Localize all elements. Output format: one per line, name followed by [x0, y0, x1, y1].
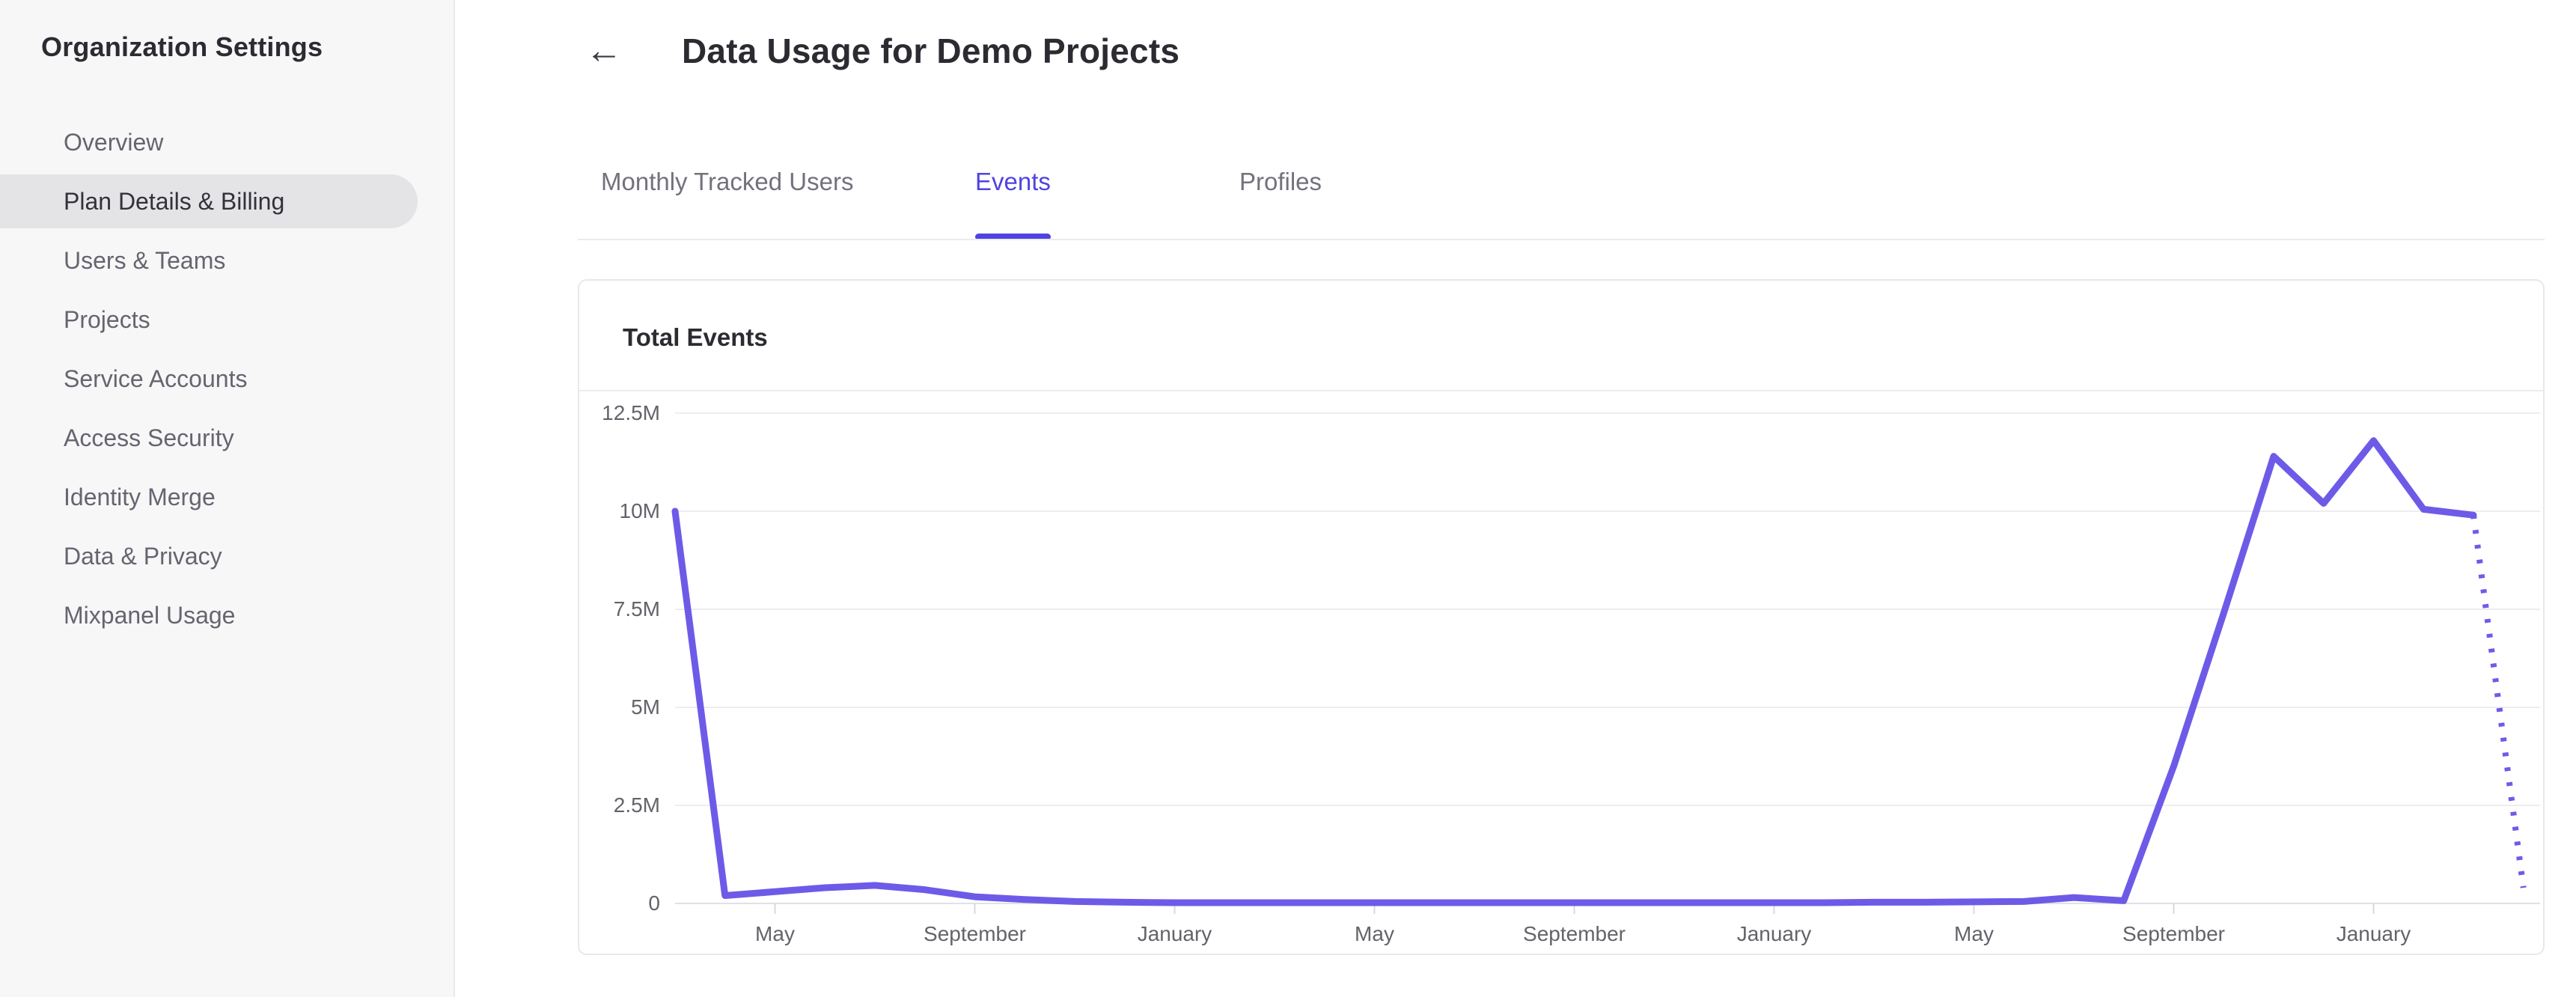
x-axis-label: September: [2122, 922, 2225, 945]
sidebar-item-users-and-teams[interactable]: Users & Teams: [0, 234, 418, 287]
x-axis-label: January: [2336, 922, 2411, 945]
sidebar-item-service-accounts[interactable]: Service Accounts: [0, 352, 418, 406]
total-events-line-projected: [2470, 514, 2527, 888]
active-tab-underline: [975, 234, 1051, 240]
sidebar-item-identity-merge[interactable]: Identity Merge: [0, 470, 418, 524]
x-axis-label: January: [1137, 922, 1212, 945]
sidebar-item-plan-details-and-billing[interactable]: Plan Details & Billing: [0, 174, 418, 228]
x-axis-label: September: [1523, 922, 1626, 945]
sidebar-item-label: Plan Details & Billing: [64, 187, 285, 215]
sidebar-item-data-and-privacy[interactable]: Data & Privacy: [0, 529, 418, 583]
sidebar: Organization Settings Overview Plan Detai…: [0, 0, 455, 997]
x-axis-label: May: [1954, 922, 1994, 945]
sidebar-item-label: Access Security: [64, 424, 234, 451]
y-axis-label: 2.5M: [613, 793, 660, 817]
y-axis-label: 7.5M: [613, 597, 660, 621]
total-events-card: Total Events 0 2.5M 5M 7.5M 10M 12.5M May Sept…: [578, 279, 2545, 955]
sidebar-nav: Overview Plan Details & Billing Users & Te…: [0, 111, 455, 647]
sidebar-item-label: Projects: [64, 305, 150, 333]
total-events-line: [671, 437, 2477, 906]
tab-events[interactable]: Events: [975, 165, 1051, 240]
sidebar-item-label: Data & Privacy: [64, 542, 222, 570]
sidebar-title: Organization Settings: [41, 31, 323, 62]
y-axis-label: 0: [648, 891, 660, 915]
sidebar-item-label: Identity Merge: [64, 483, 216, 510]
x-axis-label: May: [1355, 922, 1394, 945]
tab-profiles[interactable]: Profiles: [1239, 168, 1322, 195]
sidebar-item-label: Users & Teams: [64, 246, 226, 274]
sidebar-item-overview[interactable]: Overview: [0, 115, 418, 169]
chart-plot[interactable]: [671, 393, 2544, 924]
y-axis-label: 12.5M: [602, 401, 660, 424]
tab-bar-divider: [578, 239, 2545, 240]
back-arrow-icon[interactable]: ←: [585, 29, 623, 71]
sidebar-item-label: Overview: [64, 128, 164, 156]
x-axis-label: January: [1736, 922, 1812, 945]
sidebar-item-projects[interactable]: Projects: [0, 293, 418, 347]
x-axis-label: May: [755, 922, 795, 945]
tab-monthly-tracked-users[interactable]: Monthly Tracked Users: [601, 168, 854, 195]
sidebar-item-access-security[interactable]: Access Security: [0, 411, 418, 465]
card-divider: [579, 390, 2543, 391]
page-title: Data Usage for Demo Projects: [682, 31, 1180, 70]
x-axis-label: September: [924, 922, 1026, 945]
card-title: Total Events: [623, 323, 768, 351]
y-axis-label: 5M: [631, 695, 660, 719]
y-axis-label: 10M: [619, 499, 660, 522]
sidebar-item-mixpanel-usage[interactable]: Mixpanel Usage: [0, 588, 418, 642]
sidebar-item-label: Service Accounts: [64, 365, 248, 392]
sidebar-item-label: Mixpanel Usage: [64, 601, 236, 629]
